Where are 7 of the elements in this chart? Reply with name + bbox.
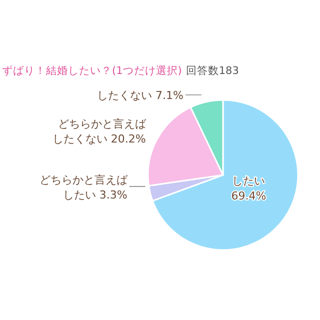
data-label: 69.4%: [231, 189, 266, 202]
chart-title: ずばり！結婚したい？(1つだけ選択): [2, 65, 182, 77]
slice-label: したくない 7.1%: [96, 88, 184, 102]
chart-subtitle: 回答数183: [186, 65, 239, 77]
slice-label: したい: [232, 174, 266, 188]
slice-label: どちらかと言えばしたい 3.3%: [39, 173, 128, 202]
slice-label: どちらかと言えばしたくない 20.2%: [52, 118, 147, 146]
